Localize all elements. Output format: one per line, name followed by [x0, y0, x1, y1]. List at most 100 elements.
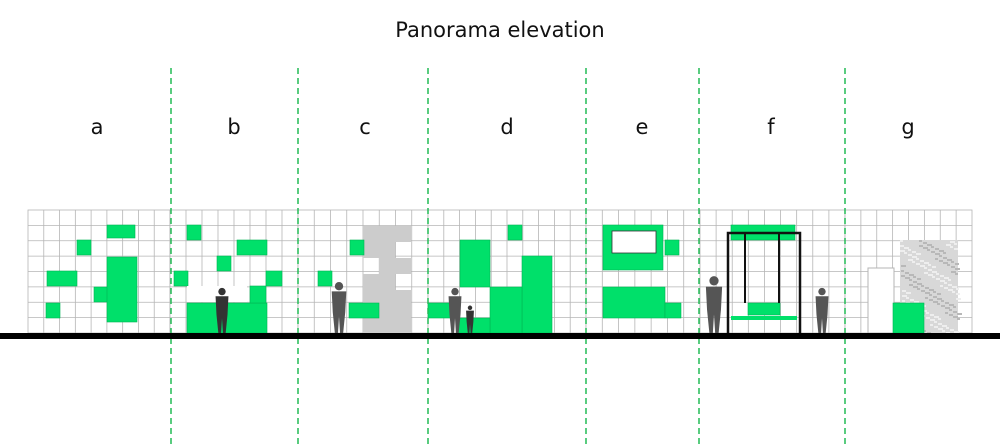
brick-speck [935, 253, 940, 255]
brick-speck [955, 273, 958, 275]
brick-speck [951, 271, 956, 273]
ground-line [0, 333, 1000, 339]
brick-speck [917, 288, 920, 290]
green-block [348, 302, 380, 319]
brick-speck [929, 289, 934, 291]
person-head [818, 287, 826, 296]
brick-speck [950, 246, 953, 248]
brick-speck [900, 240, 903, 242]
brick-speck [902, 300, 905, 302]
brick-speck [933, 291, 936, 293]
green-block [664, 302, 682, 319]
brick-speck [943, 257, 947, 259]
section-label-e: e [635, 115, 649, 139]
brick-speck [913, 276, 916, 278]
swing-seat-bar [731, 316, 797, 320]
brick-speck [927, 249, 930, 251]
person-body [331, 291, 347, 333]
brick-speck [939, 260, 943, 262]
person-head [334, 282, 344, 291]
brick-speck [929, 294, 932, 296]
child-silhouette-d [466, 305, 474, 333]
green-block [46, 270, 78, 287]
person-silhouette-b [215, 287, 229, 333]
brick-speck [910, 299, 914, 301]
brick-speck [932, 276, 935, 278]
brick-speck [924, 272, 928, 274]
brick-speck [921, 285, 924, 287]
person-silhouette-f [705, 276, 723, 333]
person-head [218, 287, 226, 296]
brick-speck [931, 246, 934, 248]
gray-block [379, 258, 411, 274]
brick-speck [924, 262, 929, 264]
doorway-g [867, 267, 895, 334]
brick-speck [904, 252, 907, 254]
brick-speck [942, 330, 945, 332]
brick-speck [944, 282, 947, 284]
brick-speck [930, 314, 934, 316]
brick-speck [916, 258, 919, 260]
brick-speck [945, 302, 949, 304]
green-block [236, 239, 268, 256]
brick-speck [938, 318, 941, 320]
person-silhouette-c [331, 282, 347, 333]
brick-speck [922, 310, 927, 312]
green-block [507, 224, 523, 241]
brick-speck [923, 247, 928, 249]
brick-speck [949, 304, 954, 306]
gray-block [363, 290, 411, 306]
green-block [76, 239, 92, 256]
brick-speck [955, 263, 959, 265]
section-label-a: a [90, 115, 104, 139]
section-label-f: f [767, 115, 775, 139]
brick-speck [946, 327, 949, 329]
brick-speck [906, 292, 911, 294]
brick-speck [906, 297, 909, 299]
brick-speck [956, 288, 959, 290]
section-label-c: c [359, 115, 371, 139]
brick-speck [950, 329, 954, 331]
brick-speck [954, 331, 959, 333]
gray-block [363, 226, 411, 242]
green-blocks-c [317, 239, 380, 319]
brick-speck [928, 264, 931, 266]
green-block [106, 224, 136, 239]
brick-speck [923, 242, 927, 244]
brick-speck [946, 244, 951, 246]
person-body [705, 286, 723, 333]
brick-speck [927, 244, 932, 246]
brick-speck [923, 330, 926, 332]
brick-speck [953, 311, 957, 313]
brick-speck [925, 287, 929, 289]
brick-speck [948, 284, 952, 286]
brick-speck [935, 258, 938, 260]
green-block [521, 255, 553, 334]
brick-speck [901, 270, 904, 272]
brick-speck [904, 247, 909, 249]
brick-speck [912, 251, 916, 253]
swing-frame-f [726, 231, 802, 333]
brick-speck [908, 254, 912, 256]
green-block [664, 239, 680, 256]
brick-speck [934, 326, 938, 328]
brick-speck [947, 259, 952, 261]
person-head [467, 305, 473, 311]
brick-speck [943, 262, 948, 264]
gray-block [363, 242, 395, 258]
brick-speck [930, 319, 935, 321]
brick-speck [954, 243, 957, 245]
gray-block [363, 274, 395, 290]
green-blocks-g [892, 302, 925, 334]
person-body [466, 310, 474, 333]
brick-speck [920, 260, 924, 262]
brick-speck [956, 298, 961, 300]
section-label-g: g [901, 115, 915, 139]
brick-speck [925, 297, 928, 299]
brick-speck [953, 306, 956, 308]
brick-speck [948, 279, 951, 281]
brick-speck [939, 255, 942, 257]
green-block [892, 302, 925, 334]
brick-speck [924, 267, 927, 269]
brick-speck [940, 285, 943, 287]
